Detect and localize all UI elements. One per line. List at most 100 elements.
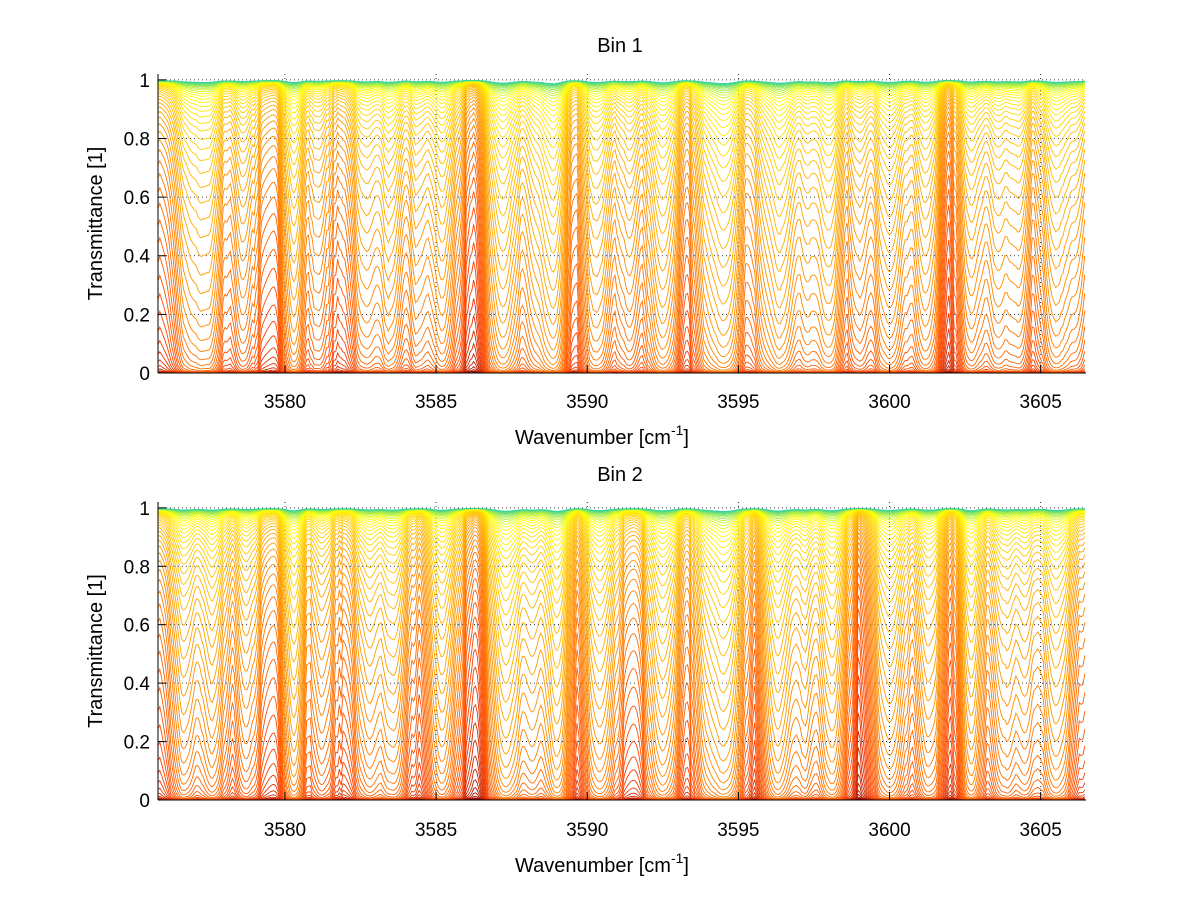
spectrum-series: [158, 80, 1085, 94]
y-axis-label: Transmittance [1]: [85, 574, 107, 728]
x-tick-label: 3590: [566, 820, 608, 841]
spectrum-series: [158, 589, 1086, 800]
spectrum-series: [158, 527, 1086, 774]
y-tick-label: 1: [139, 71, 150, 92]
spectrum-series: [158, 80, 1085, 103]
y-tick-label: 1: [139, 499, 150, 520]
y-tick-label: 0.8: [124, 557, 150, 578]
spectrum-series: [158, 516, 1086, 694]
spectrum-series: [158, 91, 1086, 292]
y-tick-label: 0.6: [124, 616, 150, 637]
x-tick-label: 3600: [868, 820, 910, 841]
spectrum-series: [158, 513, 1086, 657]
spectrum-series: [158, 81, 1086, 131]
spectrum-series: [158, 131, 1086, 372]
spectrum-series: [158, 82, 1086, 139]
x-tick-label: 3580: [264, 392, 306, 413]
y-tick-label: 0.4: [124, 247, 151, 268]
spectrum-series: [158, 517, 1086, 713]
spectrum-series: [158, 577, 1086, 800]
spectrum-series: [158, 81, 1086, 117]
spectrum-series: [158, 80, 1085, 85]
spectrum-series: [158, 509, 1085, 573]
series-group: [158, 508, 1086, 800]
y-tick-label: 0.8: [124, 129, 150, 150]
chart-title: Bin 1: [597, 35, 643, 57]
spectrum-series: [158, 84, 1086, 202]
spectrum-series: [158, 81, 1086, 112]
spectrum-series: [158, 93, 1086, 309]
spectrum-series: [158, 83, 1086, 172]
spectrum-series: [158, 99, 1086, 339]
spectrum-series: [158, 524, 1086, 762]
x-tick-label: 3595: [717, 392, 759, 413]
spectrum-series: [158, 96, 1086, 326]
spectrum-series: [158, 512, 1086, 640]
spectrum-series: [158, 191, 1086, 373]
spectrum-series: [158, 102, 1086, 351]
x-tick-label: 3605: [1020, 392, 1062, 413]
y-tick-label: 0: [139, 364, 150, 385]
spectrum-series: [158, 508, 1085, 538]
spectrum-series: [158, 88, 1086, 254]
spectrum-series: [158, 521, 1086, 747]
y-tick-label: 0.4: [124, 674, 151, 695]
spectrum-series: [158, 508, 1085, 512]
spectrum-series: [158, 111, 1086, 366]
y-axis-label: Transmittance [1]: [85, 147, 107, 301]
spectrum-series: [158, 567, 1086, 800]
spectrum-series: [158, 509, 1085, 549]
spectrum-series: [158, 511, 1086, 609]
x-tick-label: 3590: [566, 392, 608, 413]
subplot-bin-1: 3580 3585 3590 3595 3600 3605 0 0.2 0.4 0.6 0.8 1 Bi…: [85, 35, 1086, 449]
spectrum-series: [158, 80, 1085, 97]
spectrum-series: [158, 508, 1085, 530]
spectrum-series: [158, 82, 1086, 160]
spectrum-series: [158, 176, 1086, 373]
x-tick-label: 3585: [415, 392, 457, 413]
spectrum-series: [158, 509, 1085, 564]
spectrum-series: [158, 514, 1086, 675]
spectrum-series: [158, 89, 1086, 273]
subplot-bin-2: 3580 3585 3590 3595 3600 3605 0 0.2 0.4 0.6 0.8 1 Bi…: [85, 464, 1086, 877]
spectrum-series: [158, 512, 1086, 624]
spectrum-series: [158, 530, 1086, 784]
spectrum-series: [158, 82, 1086, 149]
spectrum-series: [158, 519, 1086, 731]
spectrum-series: [158, 539, 1086, 795]
spectrum-series: [158, 162, 1086, 373]
spectrum-series: [158, 86, 1086, 236]
y-tick-label: 0: [139, 791, 150, 812]
spectrum-series: [158, 534, 1086, 791]
spectrum-series: [158, 508, 1085, 543]
x-tick-label: 3600: [868, 392, 910, 413]
series-group: [158, 80, 1086, 373]
y-tick-label: 0.2: [124, 305, 150, 326]
x-tick-label: 3605: [1020, 820, 1062, 841]
y-tick-label: 0.6: [124, 188, 150, 209]
spectrum-series: [158, 124, 1086, 371]
x-tick-label: 3580: [264, 820, 306, 841]
spectrum-series: [158, 80, 1085, 100]
spectrum-series: [158, 509, 1085, 556]
x-axis-label: Wavenumber [cm-1]: [515, 422, 689, 449]
spectrum-series: [158, 140, 1086, 373]
x-axis-label: Wavenumber [cm-1]: [515, 850, 689, 877]
x-tick-label: 3595: [717, 820, 759, 841]
spectrum-series: [158, 81, 1086, 123]
spectrum-series: [158, 117, 1086, 369]
spectrum-series: [158, 510, 1086, 596]
spectrum-series: [158, 559, 1086, 800]
spectrum-series: [158, 545, 1086, 798]
y-tick-label: 0.2: [124, 733, 150, 754]
spectrum-series: [158, 510, 1086, 584]
spectrum-series: [158, 551, 1086, 799]
spectrum-series: [158, 107, 1086, 359]
chart-title: Bin 2: [597, 464, 643, 486]
spectrum-series: [158, 150, 1086, 373]
spectrum-series: [158, 85, 1086, 218]
spectrum-series: [158, 84, 1086, 186]
x-tick-label: 3585: [415, 820, 457, 841]
spectrum-series: [158, 80, 1086, 107]
